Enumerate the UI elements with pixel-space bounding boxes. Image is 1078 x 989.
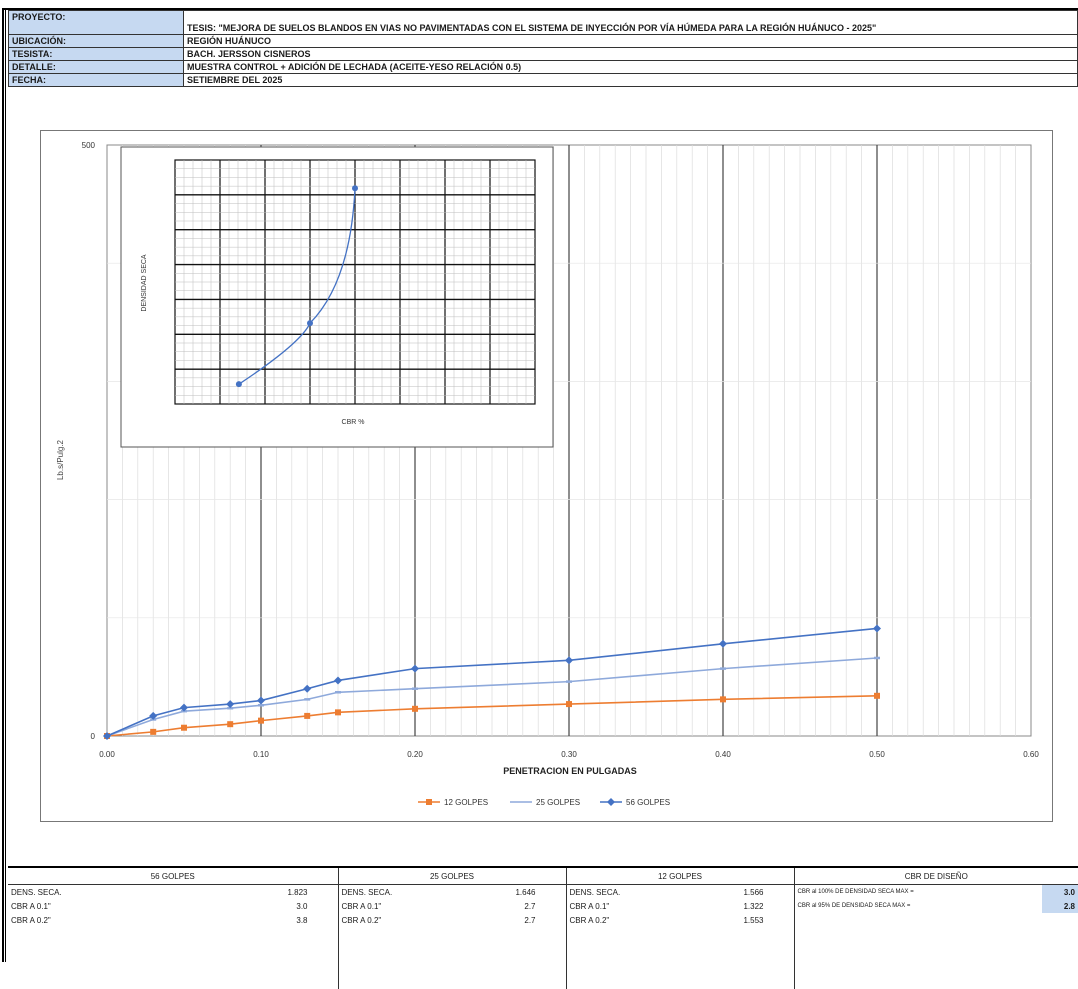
main-chart-series [103,624,881,740]
design-row1-label: CBR al 95% DE DENSIDAD SECA MAX = [797,903,911,909]
design-row0-value: 3.0 [1042,884,1078,899]
inset-chart-grid [174,159,536,405]
col56-row1-value: 3.0 [163,899,339,913]
summary-header-row: 56 GOLPES 25 GOLPES 12 GOLPES CBR DE DIS… [8,868,1078,885]
data-point [181,724,187,731]
inset-chart-series [235,185,358,388]
data-point [720,696,726,703]
summary-top-border [8,866,1078,868]
legend-label: 25 GOLPES [536,798,580,807]
design-row2-empty [794,913,1042,927]
y-axis-label: Lb.s/Pulg.2 [56,439,65,480]
data-point [565,656,573,665]
col25-row0-value: 1.646 [468,884,567,899]
legend-label: 12 GOLPES [444,798,488,807]
left-border [2,8,6,962]
legend-marker [607,798,615,806]
data-point [150,728,157,735]
x-axis-label: PENETRACION EN PULGADAS [503,766,637,776]
design-row0-label: CBR al 100% DE DENSIDAD SECA MAX = [797,889,914,895]
inset-data-point [307,320,313,327]
inset-curve [238,188,356,385]
col56-row0-label: DENS. SECA. [11,887,62,897]
data-point [874,692,880,699]
col56-row2-label: CBR A 0.2" [11,915,51,925]
date-label: FECHA: [8,73,184,87]
x-tick-label: 0.10 [253,750,269,759]
col12-row1-label: CBR A 0.1" [569,901,610,911]
data-point [303,684,312,693]
col56-row0-value: 1.823 [163,884,339,899]
data-point [335,709,341,716]
col12-row2-value: 1.553 [696,913,795,927]
chart-legend: 12 GOLPES 25 GOLPES 56 GOLPES [418,798,670,807]
header-row-detail: DETALLE: MUESTRA CONTROL + ADICIÓN DE LE… [8,60,1078,74]
design-title: CBR DE DISEÑO [794,868,1078,885]
data-point [412,705,418,712]
legend-label: 56 GOLPES [626,798,670,807]
col12-row0-value: 1.566 [696,884,795,899]
col12-title: 12 GOLPES [566,868,795,885]
inset-data-point [352,185,358,192]
x-tick-label: 0.20 [407,750,423,759]
data-point [226,700,235,709]
top-border [2,8,1078,10]
header-row-date: FECHA: SETIEMBRE DEL 2025 [8,73,1078,87]
data-point [566,701,572,708]
data-point [103,732,111,740]
data-point [149,711,158,720]
design-row2-empty-value [1042,913,1078,927]
project-value: TESIS: "MEJORA DE SUELOS BLANDOS EN VIAS… [183,10,1078,35]
header-table: PROYECTO: TESIS: "MEJORA DE SUELOS BLAND… [8,10,1078,87]
project-label: PROYECTO: [8,10,184,35]
cbr-penetration-chart: 0.00 0.10 0.20 0.30 0.40 0.50 0.60 0 500 PENETRA… [56,141,1040,807]
col25-row2-label: CBR A 0.2" [341,915,382,925]
summary-row-cbr02: CBR A 0.2" 3.8 CBR A 0.2" 2.7 CBR A 0.2"… [8,913,1078,927]
legend-marker [426,799,432,805]
inset-x-axis-label: CBR % [342,419,365,426]
design-row1-value: 2.8 [1042,899,1078,913]
data-point [334,676,342,685]
inset-y-axis-label: DENSIDAD SECA [141,254,148,312]
col56-row2-value: 3.8 [163,913,339,927]
col25-title: 25 GOLPES [338,868,567,885]
col25-row2-value: 2.7 [468,913,567,927]
data-point [873,624,881,633]
y-tick-label: 500 [82,141,96,150]
summary-filler-row [8,927,1078,989]
data-point [258,717,264,724]
col56-title: 56 GOLPES [8,868,339,885]
header-row-location: UBICACIÓN: REGIÓN HUÁNUCO [8,34,1078,48]
summary-table: 56 GOLPES 25 GOLPES 12 GOLPES CBR DE DIS… [8,868,1078,989]
col25-row1-label: CBR A 0.1" [341,901,382,911]
data-point [719,639,727,648]
x-tick-label: 0.50 [869,750,885,759]
col56-row1-label: CBR A 0.1" [11,901,51,911]
col25-row0-label: DENS. SECA. [341,887,393,897]
data-point [411,664,419,673]
date-value: SETIEMBRE DEL 2025 [183,73,1078,87]
data-point [180,703,188,712]
x-tick-label: 0.60 [1023,750,1039,759]
header-row-project: PROYECTO: TESIS: "MEJORA DE SUELOS BLAND… [8,10,1078,35]
summary-row-cbr01: CBR A 0.1" 3.0 CBR A 0.1" 2.7 CBR A 0.1"… [8,899,1078,913]
header-row-thesis-author: TESISTA: BACH. JERSSON CISNEROS [8,47,1078,61]
col12-row0-label: DENS. SECA. [569,887,621,897]
main-chart-ticks: 0.00 0.10 0.20 0.30 0.40 0.50 0.60 0 500 [82,141,1040,759]
x-tick-label: 0.40 [715,750,731,759]
col12-row2-label: CBR A 0.2" [569,915,610,925]
y-tick-label: 0 [91,732,96,741]
x-tick-label: 0.30 [561,750,577,759]
data-point [304,712,311,719]
data-point [257,696,265,705]
location-label: UBICACIÓN: [8,34,184,48]
col25-row1-value: 2.7 [468,899,567,913]
x-tick-label: 0.00 [99,750,115,759]
summary-row-dens: DENS. SECA. 1.823 DENS. SECA. 1.646 DENS… [8,884,1078,899]
inset-data-point [235,381,242,388]
data-point [227,721,234,728]
col12-row1-value: 1.322 [696,899,795,913]
